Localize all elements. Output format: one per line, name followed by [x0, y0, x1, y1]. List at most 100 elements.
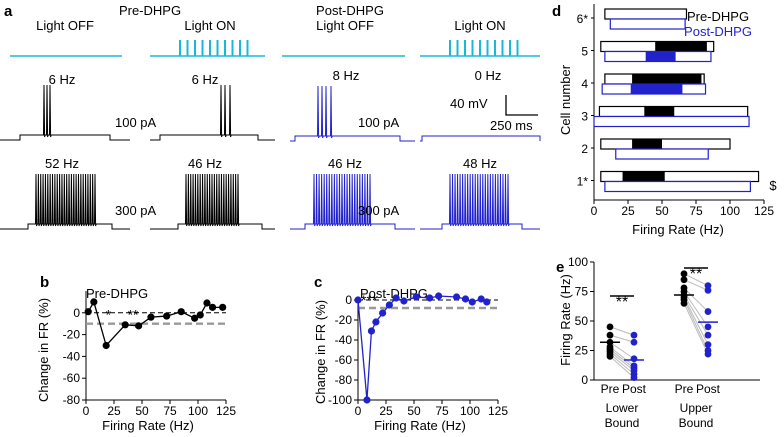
- range-bar-fill: [632, 74, 702, 84]
- group-label-line2: Bound: [605, 416, 640, 430]
- y-tick-label: 0: [73, 306, 80, 320]
- pair-line: [683, 294, 709, 336]
- pair-line: [683, 287, 709, 312]
- x-tick-label: 0: [591, 204, 598, 218]
- trace-pre-off-300: [0, 173, 130, 230]
- rate-label-r2c4: 48 Hz: [463, 156, 497, 171]
- data-point: [400, 297, 408, 305]
- pair-line: [609, 353, 635, 375]
- significance-stars: **: [128, 306, 139, 322]
- data-point: [203, 299, 211, 307]
- post-point: [704, 282, 712, 289]
- data-point: [426, 294, 434, 302]
- pair-line: [609, 346, 635, 367]
- data-point: [147, 313, 155, 321]
- pre-point: [680, 299, 688, 307]
- data-point: [477, 295, 485, 303]
- panel-a-letter: a: [4, 3, 13, 20]
- pair-line: [683, 291, 709, 328]
- cell-label: 5: [581, 45, 588, 59]
- post-point: [704, 323, 712, 331]
- y-tick-label: -60: [335, 353, 353, 367]
- range-bar-fill: [645, 51, 676, 62]
- data-point: [163, 312, 171, 320]
- y-tick-label: 0: [581, 373, 588, 387]
- y-tick-label: -20: [63, 328, 81, 342]
- range-bar-outline: [600, 138, 731, 150]
- trace-pre-off-100: [0, 84, 130, 141]
- pre-point: [606, 323, 614, 331]
- panel-b-letter: b: [40, 274, 49, 291]
- pair-line: [609, 356, 635, 379]
- y-tick-label: 50: [575, 314, 589, 328]
- cell-label: 3: [581, 110, 588, 124]
- panel-d-ylabel: Cell number: [558, 64, 573, 135]
- y-tick-label: -20: [335, 313, 353, 327]
- series-line: [357, 295, 488, 401]
- current-label-post-300: 300 pA: [358, 203, 400, 218]
- data-point: [177, 308, 185, 316]
- rate-label-r2c1: 52 Hz: [45, 156, 79, 171]
- y-tick-label: -40: [63, 349, 81, 363]
- x-tick-label: 50: [135, 404, 149, 418]
- post-dhpg-title: Post-DHPG: [316, 3, 384, 18]
- panel-a: a Pre-DHPG Post-DHPG Light OFF Light ON …: [0, 3, 541, 230]
- current-label-pre-300: 300 pA: [115, 203, 157, 218]
- cell-label: 6*: [577, 12, 589, 26]
- condition-post-light-off: Light OFF: [316, 18, 374, 33]
- range-bar-fill: [644, 106, 675, 117]
- pair-line: [609, 341, 635, 360]
- pre-dhpg-title: Pre-DHPG: [119, 3, 181, 18]
- panel-d-letter: d: [552, 3, 561, 20]
- significance-stars: **: [690, 266, 702, 283]
- data-point: [412, 293, 420, 301]
- significance-stars: **: [616, 294, 628, 311]
- pair-line: [609, 351, 635, 371]
- x-tick-label: 25: [379, 404, 393, 418]
- light-stimulus-lines: [10, 40, 540, 57]
- data-point: [219, 303, 227, 311]
- data-point: [452, 293, 461, 301]
- pair-line: [609, 334, 635, 343]
- panel-c-chart: 0 25 50 75 100 125 0 -20 -40 -60 -80 -100 ***: [328, 292, 508, 418]
- trace-pre-on-100: [150, 84, 275, 141]
- pre-point: [680, 270, 688, 278]
- rate-label-r2c3: 46 Hz: [328, 156, 362, 171]
- y-tick-label: -80: [335, 373, 353, 387]
- range-bar-outline: [604, 180, 752, 193]
- post-point: [704, 331, 712, 339]
- condition-pre-light-off: Light OFF: [36, 18, 94, 33]
- significance-stars: ***: [361, 292, 378, 308]
- rate-label-r1c4: 0 Hz: [475, 68, 502, 83]
- range-bar-fill: [632, 139, 662, 149]
- data-point: [102, 341, 110, 350]
- data-point: [208, 303, 217, 311]
- panel-d-chart: 0 25 50 75 100 125 6* 5 4 3 2 1*: [577, 4, 774, 218]
- scale-time-label: 250 ms: [490, 118, 533, 133]
- data-point: [483, 298, 491, 306]
- legend-pre-dhpg: Pre-DHPG: [687, 9, 749, 24]
- data-point: [468, 298, 476, 306]
- x-tick-label: 50: [655, 204, 669, 218]
- x-tick-label: 125: [488, 404, 508, 418]
- range-bar-outline: [593, 115, 750, 128]
- data-point: [379, 309, 387, 317]
- range-bar-outline: [604, 8, 688, 20]
- y-tick-label: 100: [568, 255, 588, 269]
- data-point: [84, 308, 92, 316]
- data-point: [435, 292, 443, 300]
- x-tick-label: 75: [163, 404, 177, 418]
- panel-b-xlabel: Firing Rate (Hz): [102, 418, 194, 433]
- data-point: [461, 295, 470, 303]
- significance-star: *: [106, 306, 112, 322]
- range-bar-outline: [609, 18, 686, 30]
- pair-line: [683, 279, 709, 291]
- rate-label-r1c2: 6 Hz: [192, 72, 219, 87]
- panel-c: c Post-DHPG 0 25 50 75 100 125 0 -20 -40 -60 -80 -1…: [313, 274, 508, 433]
- y-tick-label: 75: [575, 285, 589, 299]
- x-tick-label: Post: [622, 382, 647, 396]
